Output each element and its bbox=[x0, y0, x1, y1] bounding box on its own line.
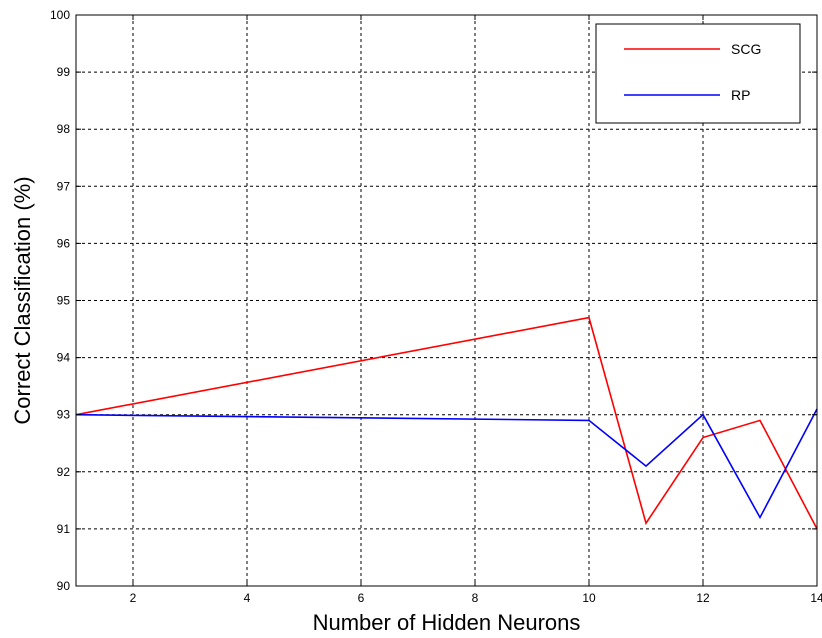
y-tick-label: 90 bbox=[57, 579, 71, 593]
x-tick-label: 14 bbox=[810, 591, 822, 605]
series-lines bbox=[75, 316, 818, 530]
y-tick-label: 96 bbox=[57, 236, 71, 250]
y-tick-label: 95 bbox=[57, 294, 71, 308]
y-tick-label: 98 bbox=[57, 122, 71, 136]
x-tick-label: 2 bbox=[130, 591, 137, 605]
legend-label: SCG bbox=[731, 41, 761, 57]
y-tick-label: 100 bbox=[50, 8, 70, 22]
legend: SCG RP bbox=[595, 23, 801, 124]
x-tick-label: 4 bbox=[244, 591, 251, 605]
y-axis-label: Correct Classification (%) bbox=[10, 176, 35, 424]
y-tick-label: 99 bbox=[57, 65, 71, 79]
y-tick-label: 91 bbox=[57, 522, 71, 536]
series-line-scg bbox=[75, 316, 818, 530]
y-tick-label: 93 bbox=[57, 408, 71, 422]
x-tick-label: 12 bbox=[696, 591, 710, 605]
series-line-rp bbox=[75, 408, 818, 520]
grid bbox=[76, 15, 817, 586]
x-axis-label: Number of Hidden Neurons bbox=[313, 610, 581, 635]
y-tick-label: 97 bbox=[57, 179, 71, 193]
x-tick-label: 8 bbox=[472, 591, 479, 605]
legend-box bbox=[595, 23, 801, 124]
x-tick-label: 10 bbox=[582, 591, 596, 605]
legend-label: RP bbox=[731, 87, 750, 103]
y-tick-label: 92 bbox=[57, 465, 71, 479]
axis-ticks: 2 4 6 8 10 12 14 90 91 92 93 94 95 96 97 98 99 100 bbox=[50, 8, 822, 605]
x-tick-label: 6 bbox=[358, 591, 365, 605]
y-tick-label: 94 bbox=[57, 351, 71, 365]
